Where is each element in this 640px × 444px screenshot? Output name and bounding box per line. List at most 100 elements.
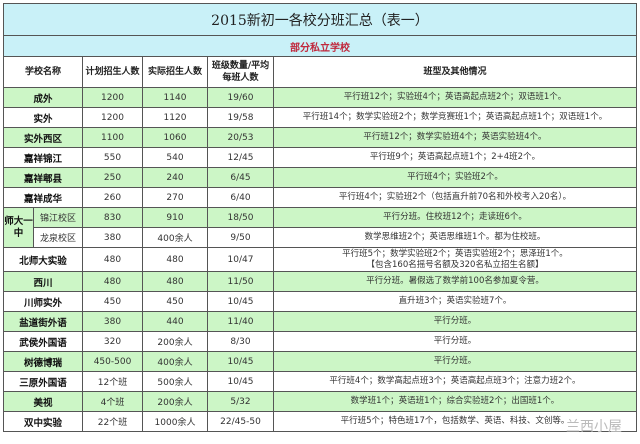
class-count: 10/47 <box>207 247 274 272</box>
actual-count: 200余人 <box>142 331 208 352</box>
class-count: 6/45 <box>207 167 274 188</box>
table-row: 西川 480 480 11/50 平行分班。暑假选了数学前100名参加夏令营。 <box>3 271 637 292</box>
description-text: 平行班14个；数学实验班2个；数学竞赛班1个；英语高起点班1个；双语班1个。 <box>302 112 608 122</box>
class-description: 平行分班。暑假选了数学前100名参加夏令营。 <box>273 271 637 292</box>
plan-count: 550 <box>82 147 143 168</box>
actual-count: 400余人 <box>142 227 208 248</box>
table-row: 实外 1200 1120 19/58 平行班14个；数学实验班2个；数学竞赛班1个；英语… <box>3 107 637 128</box>
class-count: 18/50 <box>207 207 274 228</box>
class-count: 11/50 <box>207 271 274 292</box>
plan-count: 22个班 <box>82 411 143 432</box>
table-row: 师大一中 锦江校区 830 910 18/50 平行分班。住校班12个；走读班6个。 <box>3 207 637 248</box>
school-name: 成外 <box>3 87 83 108</box>
school-name: 龙泉校区 <box>33 227 83 248</box>
table-row: 成外 1200 1140 19/60 平行班12个；实验班4个；英语高起点班2个；双语班… <box>3 87 637 108</box>
class-description: 平行班9个；英语高起点班1个；2+4班2个。 <box>273 147 637 168</box>
school-name: 双中实验 <box>3 411 83 432</box>
description-text: 平行班9个；英语高起点班1个；2+4班2个。 <box>369 152 541 162</box>
plan-count: 4个班 <box>82 391 143 412</box>
description-text: 平行班4个；实验班2个（包括直升前70名和外校考入20名）。 <box>338 192 572 202</box>
table-row: 川师实外 450 450 10/45 直升班3个；英语实验班7个。 <box>3 291 637 312</box>
class-count: 10/45 <box>207 291 274 312</box>
class-count: 5/32 <box>207 391 274 412</box>
actual-count: 480 <box>142 247 208 272</box>
plan-count: 830 <box>82 207 143 228</box>
table-row: 盐道街外语 380 440 11/40 平行分班。 <box>3 311 637 332</box>
description-text: 平行分班。住校班12个；走读班6个。 <box>383 212 527 222</box>
actual-count: 240 <box>142 167 208 188</box>
description-text: 数学班1个；英语班1个；综合实验班2个；出国班1个。 <box>350 396 560 406</box>
plan-count: 12个班 <box>82 371 143 392</box>
class-summary-table: 2015新初一各校分班汇总（表一） 部分私立学校 学校名称 计划招生人数 实际招… <box>3 3 637 432</box>
class-description: 直升班3个；英语实验班7个。 <box>273 291 637 312</box>
class-description: 平行分班。 <box>273 351 637 372</box>
actual-count: 540 <box>142 147 208 168</box>
watermark: 兰西小屋 <box>566 419 622 435</box>
actual-count: 910 <box>142 207 208 228</box>
actual-count: 500余人 <box>142 371 208 392</box>
class-description: 平行分班。 <box>273 311 637 332</box>
table-row: 嘉祥成华 260 270 6/40 平行班4个；实验班2个（包括直升前70名和外校考入2… <box>3 187 637 208</box>
class-count: 12/45 <box>207 147 274 168</box>
description-text: 平行班5个；数学实验班2个；英语实验班2个；思泽班1个。 <box>342 248 568 259</box>
plan-count: 1200 <box>82 107 143 128</box>
actual-count: 1060 <box>142 127 208 148</box>
table-row: 树德博瑞 450-500 400余人 10/45 平行分班。 <box>3 351 637 372</box>
description-text: 平行班5个；特色班17个，包括数学、英语、科技、文创等。 <box>340 416 570 426</box>
school-name: 三原外国语 <box>3 371 83 392</box>
table-row: 龙泉校区 380 400余人 9/50 数学思维班2个；英语思维班1个。都为住校班。 <box>4 227 637 248</box>
actual-count: 1000余人 <box>142 411 208 432</box>
class-description: 数学思维班2个；英语思维班1个。都为住校班。 <box>273 227 637 248</box>
table-row: 嘉祥郫县 250 240 6/45 平行班4个；实验班2个。 <box>3 167 637 188</box>
school-name: 树德博瑞 <box>3 351 83 372</box>
table-row: 美视 4个班 200余人 5/32 数学班1个；英语班1个；综合实验班2个；出国班1个。 <box>3 391 637 412</box>
plan-count: 1100 <box>82 127 143 148</box>
description-text: 平行分班。暑假选了数学前100名参加夏令营。 <box>366 276 544 286</box>
class-count: 10/45 <box>207 371 274 392</box>
school-name: 美视 <box>3 391 83 412</box>
description-text: 平行分班。 <box>433 356 477 366</box>
school-name: 嘉祥郫县 <box>3 167 83 188</box>
class-count: 11/40 <box>207 311 274 332</box>
school-name: 实外 <box>3 107 83 128</box>
actual-count: 1120 <box>142 107 208 128</box>
description-text: 数学思维班2个；英语思维班1个。都为住校班。 <box>364 232 546 242</box>
header-plan: 计划招生人数 <box>82 56 143 88</box>
class-count: 6/40 <box>207 187 274 208</box>
actual-count: 440 <box>142 311 208 332</box>
school-name: 嘉祥锦江 <box>3 147 83 168</box>
plan-count: 1200 <box>82 87 143 108</box>
plan-count: 450-500 <box>82 351 143 372</box>
class-count: 8/30 <box>207 331 274 352</box>
class-description: 平行班12个；实验班4个；英语高起点班2个；双语班1个。 <box>273 87 637 108</box>
header-desc: 班型及其他情况 <box>273 56 637 88</box>
plan-count: 450 <box>82 291 143 312</box>
table-row: 嘉祥锦江 550 540 12/45 平行班9个；英语高起点班1个；2+4班2个。 <box>3 147 637 168</box>
class-description: 平行班4个；数学高起点班3个；英语高起点班3个；注意力班2个。 <box>273 371 637 392</box>
class-count: 19/58 <box>207 107 274 128</box>
school-name: 武侯外国语 <box>3 331 83 352</box>
header-actual: 实际招生人数 <box>142 56 208 88</box>
class-description: 平行班12个；数学实验班4个；英语实验班4个。 <box>273 127 637 148</box>
table-row: 武侯外国语 320 200余人 8/30 平行分班。 <box>3 331 637 352</box>
class-count: 9/50 <box>207 227 274 248</box>
group-label-shida-yizhong: 师大一中 <box>3 207 34 248</box>
description-text: 平行分班。 <box>433 316 477 326</box>
class-description: 平行分班。住校班12个；走读班6个。 <box>273 207 637 228</box>
class-description: 平行班5个；数学实验班2个；英语实验班2个；思泽班1个。 【包含160名摇号名额及… <box>273 247 637 272</box>
actual-count: 270 <box>142 187 208 208</box>
class-description: 数学班1个；英语班1个；综合实验班2个；出国班1个。 <box>273 391 637 412</box>
school-name: 西川 <box>3 271 83 292</box>
plan-count: 480 <box>82 247 143 272</box>
description-note: 【包含160名摇号名额及320名私立招生名额】 <box>366 259 544 270</box>
class-count: 10/45 <box>207 351 274 372</box>
table-title: 2015新初一各校分班汇总（表一） <box>3 3 637 36</box>
class-description: 平行分班。 <box>273 331 637 352</box>
header-school: 学校名称 <box>3 56 83 88</box>
actual-count: 400余人 <box>142 351 208 372</box>
description-text: 平行班4个；数学高起点班3个；英语高起点班3个；注意力班2个。 <box>329 376 581 386</box>
plan-count: 320 <box>82 331 143 352</box>
school-name: 锦江校区 <box>33 207 83 228</box>
actual-count: 480 <box>142 271 208 292</box>
table-subtitle: 部分私立学校 <box>3 35 637 57</box>
